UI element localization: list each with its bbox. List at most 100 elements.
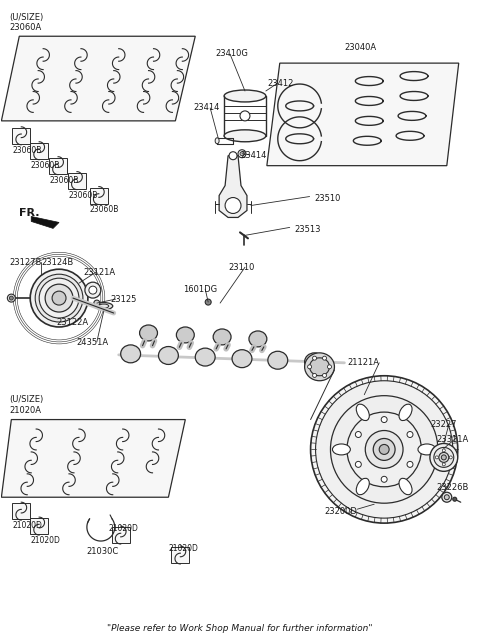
Text: 23227: 23227 (431, 420, 457, 429)
Ellipse shape (435, 456, 438, 459)
Ellipse shape (443, 463, 445, 466)
Ellipse shape (30, 269, 88, 327)
Text: 23040A: 23040A (344, 44, 376, 52)
Ellipse shape (7, 294, 15, 302)
Ellipse shape (347, 412, 421, 487)
Text: (U/SIZE): (U/SIZE) (9, 13, 44, 22)
Ellipse shape (215, 138, 219, 144)
Ellipse shape (224, 130, 266, 142)
Text: 24351A: 24351A (76, 338, 108, 347)
Text: 23124B: 23124B (41, 259, 73, 268)
Ellipse shape (311, 376, 458, 523)
Ellipse shape (225, 198, 241, 214)
Ellipse shape (323, 356, 326, 360)
Ellipse shape (442, 492, 452, 502)
Text: 23127B: 23127B (9, 259, 42, 268)
Text: 23060B: 23060B (68, 191, 97, 200)
Text: 23311A: 23311A (437, 435, 469, 444)
Ellipse shape (213, 329, 231, 345)
Ellipse shape (355, 431, 361, 438)
Ellipse shape (443, 449, 445, 452)
Text: 23200D: 23200D (324, 507, 358, 516)
Ellipse shape (224, 90, 266, 102)
Polygon shape (49, 157, 67, 173)
Ellipse shape (323, 373, 326, 378)
Text: 21020D: 21020D (30, 536, 60, 545)
Ellipse shape (333, 444, 350, 455)
Ellipse shape (35, 274, 83, 322)
Text: 21020A: 21020A (9, 406, 41, 415)
Ellipse shape (444, 495, 449, 500)
Ellipse shape (373, 438, 395, 460)
Text: 23060A: 23060A (9, 23, 42, 32)
Ellipse shape (355, 461, 361, 467)
Ellipse shape (85, 282, 101, 298)
Ellipse shape (195, 348, 215, 366)
Text: 23121A: 23121A (83, 268, 115, 277)
Ellipse shape (439, 452, 449, 462)
Text: 23513: 23513 (295, 225, 321, 234)
Text: (U/SIZE): (U/SIZE) (9, 395, 44, 404)
Polygon shape (1, 36, 195, 121)
Ellipse shape (399, 478, 412, 495)
Text: 23226B: 23226B (437, 483, 469, 492)
Ellipse shape (232, 349, 252, 367)
Ellipse shape (39, 278, 79, 318)
Polygon shape (68, 173, 86, 189)
Ellipse shape (330, 396, 438, 503)
Ellipse shape (356, 478, 369, 495)
Text: 23125: 23125 (111, 295, 137, 304)
Polygon shape (30, 143, 48, 159)
Ellipse shape (407, 431, 413, 438)
Ellipse shape (310, 358, 329, 376)
Ellipse shape (94, 300, 100, 306)
Ellipse shape (365, 431, 403, 468)
Ellipse shape (9, 296, 13, 300)
Ellipse shape (305, 353, 324, 371)
Ellipse shape (176, 327, 194, 343)
Text: 21020D: 21020D (12, 521, 42, 530)
Ellipse shape (430, 444, 458, 471)
Ellipse shape (240, 111, 250, 121)
Text: 21121A: 21121A (348, 358, 379, 367)
Ellipse shape (312, 373, 316, 378)
Ellipse shape (381, 476, 387, 483)
Text: 23412: 23412 (268, 79, 294, 88)
Polygon shape (90, 188, 108, 204)
Polygon shape (219, 156, 247, 218)
Text: 23410G: 23410G (215, 49, 248, 58)
Ellipse shape (52, 291, 66, 305)
Ellipse shape (379, 444, 389, 454)
Ellipse shape (449, 456, 452, 459)
Ellipse shape (89, 286, 97, 294)
Text: 23060B: 23060B (49, 175, 79, 184)
Text: 23060B: 23060B (12, 146, 42, 155)
Text: 23060B: 23060B (30, 161, 60, 170)
Ellipse shape (158, 346, 179, 364)
Ellipse shape (434, 447, 454, 467)
Text: 23510: 23510 (314, 193, 341, 202)
Ellipse shape (308, 365, 312, 369)
Ellipse shape (140, 325, 157, 341)
Ellipse shape (95, 303, 113, 310)
Polygon shape (171, 547, 189, 563)
Ellipse shape (249, 331, 267, 347)
Ellipse shape (120, 345, 141, 363)
Text: 23110: 23110 (228, 263, 254, 272)
Text: 21020D: 21020D (109, 524, 139, 533)
Ellipse shape (268, 351, 288, 369)
Ellipse shape (407, 461, 413, 467)
Polygon shape (267, 63, 459, 166)
Ellipse shape (45, 284, 73, 312)
Ellipse shape (441, 455, 446, 460)
Polygon shape (12, 503, 30, 519)
Ellipse shape (356, 404, 369, 420)
Ellipse shape (453, 497, 457, 501)
Ellipse shape (327, 365, 332, 369)
Text: 21030C: 21030C (86, 547, 118, 556)
Ellipse shape (312, 356, 316, 360)
Text: "Please refer to Work Shop Manual for further information": "Please refer to Work Shop Manual for fu… (107, 623, 373, 633)
Ellipse shape (305, 353, 335, 381)
Text: 1601DG: 1601DG (183, 285, 217, 294)
Polygon shape (12, 128, 30, 144)
